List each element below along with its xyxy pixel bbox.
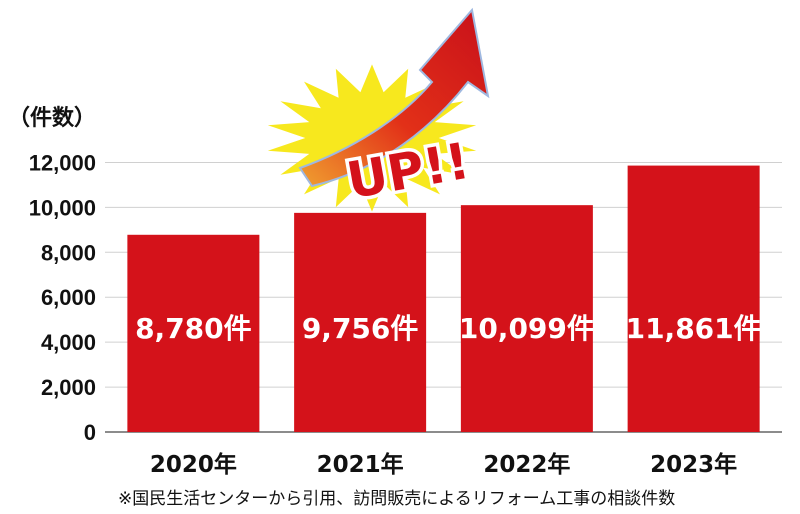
y-tick-label: 0: [84, 420, 96, 445]
bar-value-label: 11,861件: [626, 312, 762, 345]
y-tick-label: 2,000: [41, 375, 96, 400]
bar-value-label: 8,780件: [135, 312, 252, 345]
x-tick-label: 2020年: [150, 451, 237, 478]
up-annotation: UP!!: [267, 7, 490, 214]
x-tick-label: 2023年: [650, 451, 737, 478]
bar: [460, 205, 593, 432]
y-unit-label: （件数）: [8, 106, 97, 131]
y-tick-label: 6,000: [41, 285, 96, 310]
bar: [294, 212, 427, 432]
x-tick-label: 2022年: [483, 451, 570, 478]
y-tick-label: 12,000: [29, 150, 96, 175]
source-note: ※国民生活センターから引用、訪問販売によるリフォーム工事の相談件数: [118, 489, 676, 509]
bar-value-label: 9,756件: [302, 312, 419, 345]
y-axis: 0 2,000 4,000 6,000 8,000 10,000 12,000: [29, 150, 96, 445]
value-labels: 8,780件 9,756件 10,099件 11,861件: [135, 312, 762, 345]
y-tick-label: 4,000: [41, 330, 96, 355]
y-tick-label: 10,000: [29, 195, 96, 220]
arrow-shaft: [298, 7, 490, 188]
y-tick-label: 8,000: [41, 240, 96, 265]
x-tick-label: 2021年: [317, 451, 404, 478]
bar-value-label: 10,099件: [459, 312, 595, 345]
bar: [627, 165, 760, 433]
bars: [127, 165, 760, 433]
x-axis: 2020年 2021年 2022年 2023年: [150, 451, 737, 478]
bar: [127, 234, 260, 432]
